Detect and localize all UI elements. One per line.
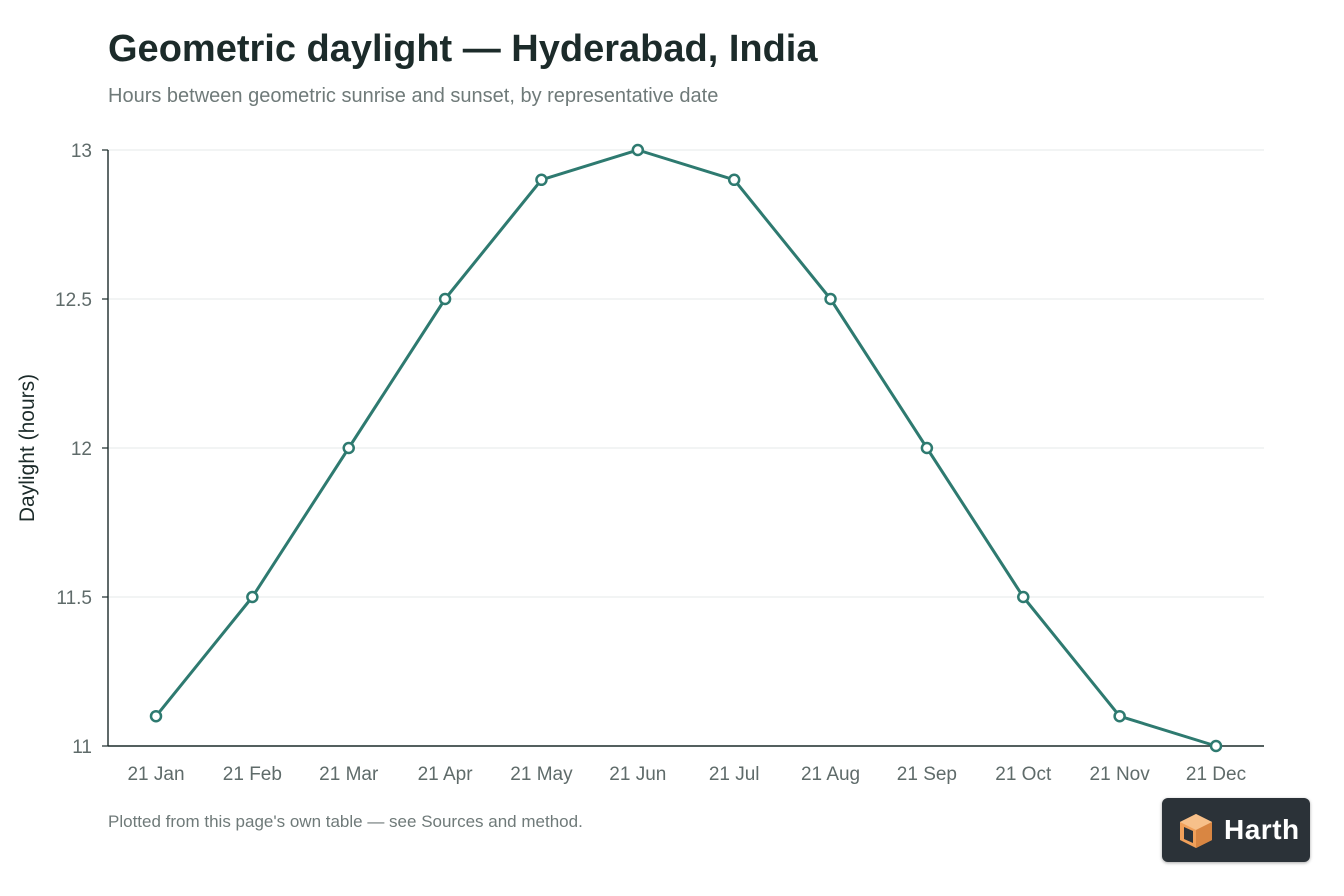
x-tick-label: 21 Apr — [418, 764, 474, 785]
data-point[interactable] — [1209, 739, 1223, 753]
x-tick-label: 21 Jun — [609, 764, 666, 785]
data-point[interactable] — [1113, 709, 1126, 723]
x-tick-label: 21 Nov — [1090, 764, 1151, 785]
chart-subtitle: Hours between geometric sunrise and suns… — [108, 85, 719, 107]
data-point[interactable] — [1017, 590, 1030, 604]
harth-badge[interactable]: Harth — [1162, 798, 1310, 862]
y-tick-label: 11 — [72, 737, 92, 758]
data-point[interactable] — [727, 173, 741, 187]
x-tick-label: 21 Dec — [1186, 764, 1246, 785]
axes — [102, 149, 1264, 747]
x-tick-label: 21 Oct — [995, 764, 1052, 785]
x-tick-label: 21 Jul — [709, 764, 760, 785]
series-line — [154, 148, 1218, 748]
harth-badge-text: Harth — [1224, 814, 1300, 845]
x-tick-label: 21 Feb — [223, 764, 282, 785]
x-tick-label: 21 Sep — [897, 764, 957, 785]
y-axis-label: Daylight (hours) — [16, 374, 39, 522]
data-point[interactable] — [342, 441, 355, 455]
data-point[interactable] — [149, 709, 163, 723]
y-tick-label: 11.5 — [56, 588, 92, 609]
footnote: Plotted from this page's own table — see… — [108, 812, 583, 831]
data-point[interactable] — [246, 590, 259, 604]
data-point[interactable] — [631, 143, 645, 157]
x-tick-label: 21 Jan — [127, 764, 184, 785]
harth-cube-logo-icon — [1180, 814, 1212, 848]
gridlines — [108, 149, 1264, 598]
x-tick-label: 21 May — [510, 764, 573, 785]
data-point[interactable] — [438, 292, 452, 306]
y-tick-label: 12 — [71, 439, 92, 460]
data-point[interactable] — [824, 292, 837, 306]
y-tick-label: 12.5 — [55, 290, 92, 311]
x-tick-labels: 21 Jan 21 Feb 21 Mar 21 Apr 21 May 21 Jun 21 J… — [127, 764, 1246, 785]
data-point[interactable] — [535, 173, 548, 187]
y-tick-label: 13 — [71, 141, 92, 162]
data-point[interactable] — [920, 441, 934, 455]
y-tick-labels: 11 11.5 12 12.5 13 — [55, 141, 92, 758]
x-tick-label: 21 Aug — [801, 764, 860, 785]
chart-title: Geometric daylight — Hyderabad, India — [108, 28, 818, 70]
x-tick-label: 21 Mar — [319, 764, 379, 785]
series-layer — [149, 143, 1223, 753]
